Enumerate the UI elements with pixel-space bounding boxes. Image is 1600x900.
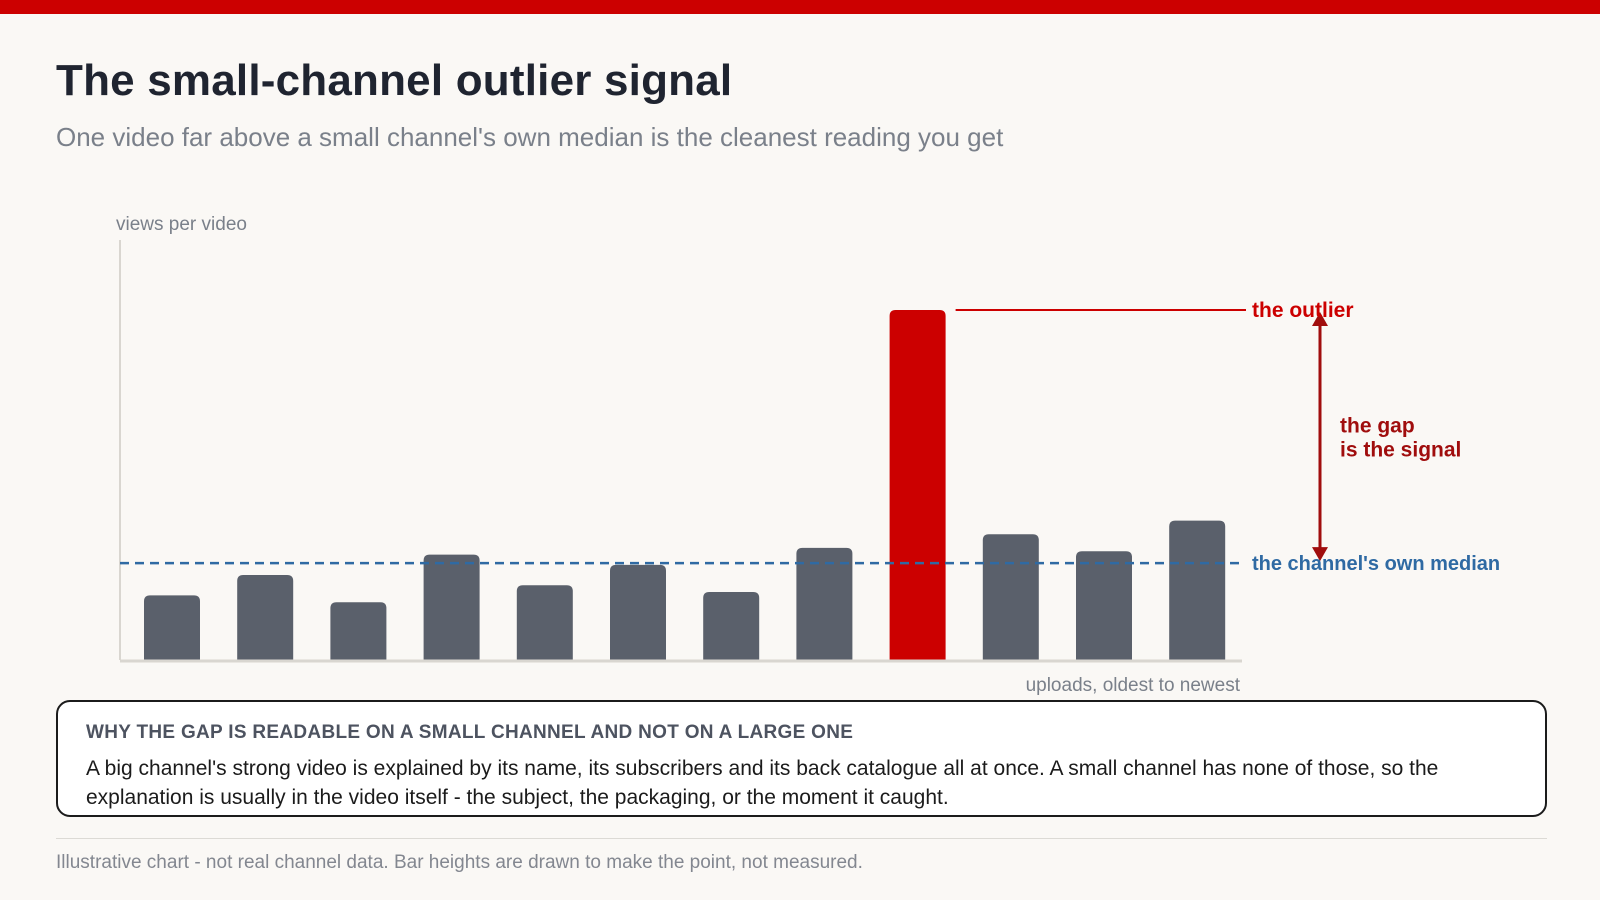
explanation-callout: WHY THE GAP IS READABLE ON A SMALL CHANN… (56, 700, 1547, 817)
x-axis-label: uploads, oldest to newest (1026, 675, 1241, 696)
outlier-label: the outlier (1252, 299, 1354, 322)
gap-arrow-head-down (1312, 547, 1328, 562)
page-title: The small-channel outlier signal (56, 56, 733, 105)
gap-arrow (1312, 311, 1328, 562)
callout-body: A big channel's strong video is explaine… (86, 757, 1439, 809)
bar-2 (237, 575, 294, 660)
callout-heading: WHY THE GAP IS READABLE ON A SMALL CHANN… (86, 722, 854, 743)
footnote: Illustrative chart - not real channel da… (56, 852, 863, 873)
outlier-bar-chart: views per video uploads, oldest to newes… (116, 214, 1500, 696)
bar-1 (144, 595, 200, 660)
bar-7 (703, 592, 760, 660)
bar-12 (1169, 520, 1226, 660)
bar-6 (610, 564, 666, 660)
gap-label-line-1: the gap (1340, 415, 1415, 438)
footer-divider (56, 838, 1547, 839)
top-accent-bar (0, 0, 1600, 14)
bar-11 (1076, 551, 1132, 660)
gap-arrow-head-up (1312, 311, 1328, 326)
median-label: the channel's own median (1252, 553, 1500, 575)
gap-label-line-2: is the signal (1340, 439, 1461, 462)
bar-group (144, 309, 1226, 660)
page-subtitle: One video far above a small channel's ow… (56, 122, 1004, 152)
outlier-bar (889, 309, 946, 660)
y-axis-label: views per video (116, 214, 247, 235)
bar-10 (982, 534, 1039, 660)
bar-3 (330, 602, 387, 660)
bar-8 (796, 547, 853, 660)
bar-5 (516, 585, 573, 660)
bar-4 (423, 554, 480, 660)
